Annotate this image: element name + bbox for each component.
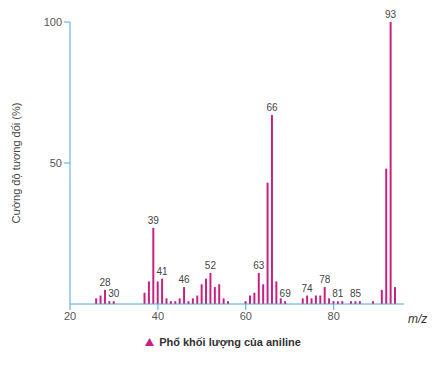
svg-text:50: 50 xyxy=(50,157,62,169)
svg-text:81: 81 xyxy=(332,288,344,299)
svg-text:30: 30 xyxy=(108,288,120,299)
svg-text:39: 39 xyxy=(148,215,160,226)
svg-text:66: 66 xyxy=(266,102,278,113)
svg-text:Cường độ tương đối (%): Cường độ tương đối (%) xyxy=(10,103,22,224)
svg-text:85: 85 xyxy=(350,288,362,299)
svg-text:100: 100 xyxy=(44,16,62,28)
svg-text:63: 63 xyxy=(253,260,265,271)
svg-text:28: 28 xyxy=(99,277,111,288)
svg-text:52: 52 xyxy=(205,260,217,271)
svg-text:93: 93 xyxy=(385,9,397,20)
svg-text:80: 80 xyxy=(328,310,340,322)
svg-text:78: 78 xyxy=(319,274,331,285)
svg-text:74: 74 xyxy=(302,283,314,294)
html-text:Phổ khối lượng của aniline: Phổ khối lượng của aniline xyxy=(159,336,301,348)
svg-text:40: 40 xyxy=(152,310,164,322)
svg-text:46: 46 xyxy=(179,274,191,285)
svg-text:69: 69 xyxy=(280,288,292,299)
svg-text:20: 20 xyxy=(64,310,76,322)
svg-text:60: 60 xyxy=(240,310,252,322)
svg-text:41: 41 xyxy=(157,266,169,277)
svg-text:m/z: m/z xyxy=(408,312,427,326)
